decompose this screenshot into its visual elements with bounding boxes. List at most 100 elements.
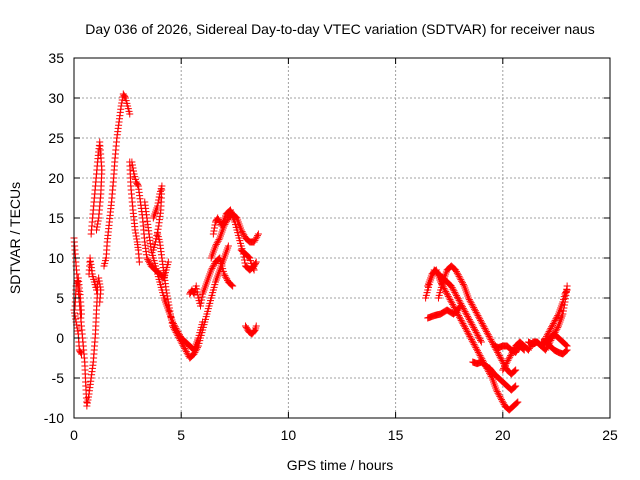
data-point-plus <box>474 312 482 320</box>
data-point-plus <box>466 317 474 325</box>
data-point-plus <box>131 226 139 234</box>
y-tick-label: 35 <box>48 50 64 66</box>
data-point-plus <box>497 355 505 363</box>
data-point-plus <box>444 292 452 300</box>
data-point-plus <box>474 347 482 355</box>
data-point-plus <box>464 314 472 322</box>
data-point-plus <box>250 238 258 246</box>
data-point-plus <box>227 280 235 288</box>
data-point-plus <box>472 344 480 352</box>
data-point-plus <box>83 399 91 407</box>
data-point-plus <box>471 307 479 315</box>
data-point-plus <box>448 284 456 292</box>
data-point-plus <box>504 356 512 364</box>
data-point-plus <box>192 347 200 355</box>
data-point-plus <box>460 321 468 329</box>
data-point-plus <box>169 324 177 332</box>
data-point-plus <box>459 304 467 312</box>
data-point-plus <box>442 288 450 296</box>
data-point-plus <box>458 279 466 287</box>
data-point-plus <box>500 364 508 372</box>
data-point-plus <box>164 298 172 306</box>
data-point-plus <box>244 252 252 260</box>
data-point-plus <box>192 282 200 290</box>
data-point-plus <box>498 356 506 364</box>
data-point-plus <box>96 280 104 288</box>
data-point-plus <box>470 304 478 312</box>
data-point-plus <box>462 309 470 317</box>
data-point-plus <box>190 350 198 358</box>
data-point-plus <box>132 229 140 237</box>
data-point-plus <box>553 313 561 321</box>
data-point-plus <box>193 345 201 353</box>
data-point-plus <box>460 306 468 314</box>
data-point-plus <box>149 246 157 254</box>
data-point-plus <box>165 304 173 312</box>
data-point-plus <box>210 227 218 235</box>
data-point-plus <box>144 256 152 264</box>
data-point-plus <box>77 349 85 357</box>
data-point-plus <box>514 398 522 406</box>
data-point-plus <box>483 329 491 337</box>
data-point-plus <box>542 334 550 342</box>
data-point-plus <box>209 263 217 271</box>
data-point-plus <box>215 236 223 244</box>
data-point-plus <box>84 393 92 401</box>
data-point-plus <box>193 285 201 293</box>
data-point-plus <box>164 295 172 303</box>
data-point-plus <box>175 333 183 341</box>
data-point-plus <box>178 340 186 348</box>
data-point-plus <box>93 226 101 234</box>
data-point-plus <box>481 324 489 332</box>
x-tick-label: 15 <box>388 427 404 443</box>
data-point-plus <box>449 285 457 293</box>
data-point-plus <box>545 328 553 336</box>
data-point-plus <box>72 315 80 323</box>
data-point-plus <box>457 300 465 308</box>
satellite-track <box>209 206 260 274</box>
data-point-plus <box>210 224 218 232</box>
series-group <box>422 262 571 414</box>
data-point-plus <box>196 302 204 310</box>
data-point-plus <box>458 318 466 326</box>
satellite-track <box>186 254 237 310</box>
data-point-plus <box>174 332 182 340</box>
data-point-plus <box>495 391 503 399</box>
data-point-plus <box>497 394 505 402</box>
data-point-plus <box>94 217 102 225</box>
data-point-plus <box>454 295 462 303</box>
data-point-plus <box>71 312 79 320</box>
data-point-plus <box>544 329 552 337</box>
data-point-plus <box>478 320 486 328</box>
data-point-plus <box>506 353 514 361</box>
data-point-plus <box>94 220 102 228</box>
data-point-plus <box>189 289 197 297</box>
satellite-track <box>85 254 105 306</box>
data-point-plus <box>472 308 480 316</box>
data-point-plus <box>483 328 491 336</box>
data-point-plus <box>493 388 501 396</box>
data-point-plus <box>463 311 471 319</box>
data-point-plus <box>486 334 494 342</box>
data-point-plus <box>455 313 463 321</box>
y-tick-label: -5 <box>52 370 65 386</box>
data-point-plus <box>128 158 136 166</box>
data-point-plus <box>465 316 473 324</box>
data-point-plus <box>443 291 451 299</box>
data-point-plus <box>503 358 511 366</box>
data-point-plus <box>252 258 260 266</box>
data-point-plus <box>543 344 551 352</box>
data-point-plus <box>129 167 137 175</box>
data-point-plus <box>499 366 507 374</box>
data-point-plus <box>461 308 469 316</box>
data-point-plus <box>467 334 475 342</box>
data-point-plus <box>456 274 464 282</box>
data-point-plus <box>162 286 170 294</box>
data-point-plus <box>143 254 151 262</box>
data-point-plus <box>513 399 521 407</box>
data-point-plus <box>240 231 248 239</box>
data-point-plus <box>505 355 513 363</box>
data-point-plus <box>563 342 571 350</box>
data-point-plus <box>553 325 561 333</box>
